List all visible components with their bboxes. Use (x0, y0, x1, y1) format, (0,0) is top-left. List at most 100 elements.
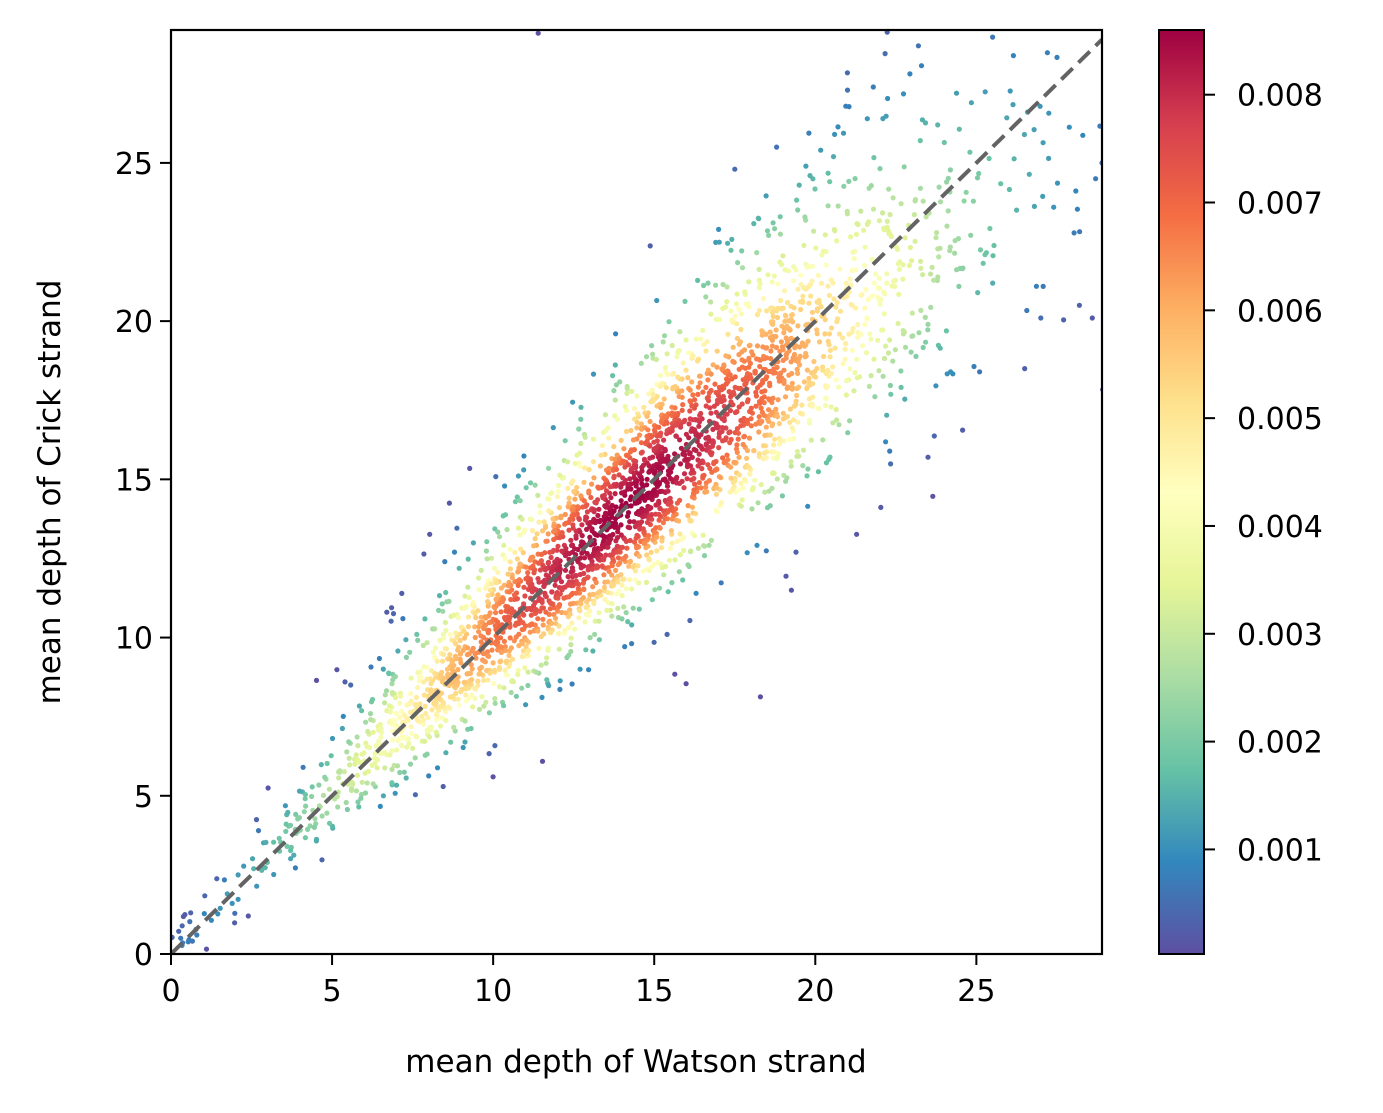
scatter-point (556, 602, 562, 608)
scatter-point (869, 256, 875, 262)
scatter-point (734, 321, 740, 327)
scatter-point (854, 221, 860, 227)
scatter-point (508, 596, 514, 603)
scatter-point (615, 548, 621, 554)
scatter-point (741, 434, 747, 440)
scatter-point (539, 599, 545, 606)
scatter-point (802, 214, 808, 220)
scatter-point (562, 511, 568, 518)
scatter-point (809, 309, 816, 315)
scatter-point (769, 485, 775, 491)
scatter-point (738, 480, 744, 486)
scatter-point (775, 281, 781, 287)
scatter-point (447, 631, 453, 638)
scatter-point (455, 666, 461, 673)
scatter-point (475, 678, 481, 684)
scatter-point (640, 568, 646, 574)
scatter-point (271, 839, 277, 845)
scatter-point (705, 367, 711, 373)
scatter-point (760, 443, 767, 449)
scatter-point (736, 472, 742, 478)
scatter-point (537, 567, 544, 573)
scatter-point (738, 326, 744, 333)
scatter-point (283, 821, 289, 827)
scatter-point (858, 208, 864, 214)
scatter-point (578, 404, 584, 410)
scatter-point (832, 345, 838, 351)
scatter-point (627, 577, 633, 583)
scatter-point (492, 623, 498, 629)
scatter-point (816, 406, 822, 412)
scatter-point (487, 587, 494, 593)
scatter-point (617, 379, 623, 385)
scatter-point (533, 607, 539, 613)
scatter-point (194, 932, 200, 938)
scatter-point (570, 568, 576, 574)
scatter-point (539, 605, 545, 611)
scatter-point (389, 780, 395, 786)
scatter-point (851, 256, 857, 262)
scatter-point (595, 512, 601, 519)
scatter-point (624, 513, 631, 519)
scatter-point (643, 579, 650, 586)
scatter-point (672, 671, 678, 677)
scatter-point (356, 804, 362, 810)
scatter-point (404, 702, 410, 708)
scatter-point (890, 195, 896, 201)
scatter-point (812, 186, 818, 192)
scatter-point (572, 460, 578, 467)
scatter-point (592, 499, 598, 505)
scatter-point (383, 688, 390, 694)
scatter-point (708, 537, 715, 544)
scatter-point (254, 883, 260, 889)
scatter-point (516, 565, 522, 571)
scatter-point (843, 280, 849, 286)
scatter-point (821, 353, 827, 360)
scatter-point (287, 822, 294, 828)
scatter-point (900, 21, 905, 26)
scatter-point (578, 601, 584, 607)
scatter-point (758, 482, 764, 488)
scatter-point (704, 339, 710, 345)
scatter-point (805, 503, 811, 509)
scatter-point (676, 393, 682, 400)
scatter-point (800, 447, 807, 453)
scatter-point (801, 284, 807, 291)
scatter-point (569, 542, 575, 549)
scatter-point (828, 404, 834, 410)
scatter-point (696, 451, 702, 457)
scatter-point (354, 772, 361, 779)
scatter-point (520, 550, 526, 556)
scatter-point (601, 533, 607, 539)
scatter-point (427, 531, 433, 537)
scatter-point (539, 551, 545, 558)
scatter-point (214, 876, 220, 882)
scatter-point (573, 590, 579, 596)
scatter-point (894, 246, 901, 252)
scatter-point (701, 282, 707, 289)
scatter-point (854, 375, 860, 381)
scatter-point (825, 383, 831, 389)
scatter-point (807, 417, 813, 423)
scatter-point (458, 660, 464, 666)
scatter-point (319, 813, 325, 819)
scatter-point (592, 618, 598, 624)
scatter-point (606, 465, 612, 471)
scatter-point (936, 184, 942, 190)
scatter-point (568, 537, 574, 543)
scatter-point (572, 496, 578, 502)
scatter-point (570, 525, 576, 531)
scatter-point (907, 244, 914, 251)
scatter-point (712, 381, 718, 387)
scatter-point (603, 503, 609, 509)
scatter-point (900, 328, 906, 334)
scatter-point (201, 911, 207, 917)
scatter-point (840, 130, 847, 136)
scatter-point (788, 587, 795, 593)
scatter-point (885, 95, 891, 102)
scatter-point (638, 440, 645, 446)
scatter-point (794, 448, 801, 455)
scatter-point (789, 312, 795, 318)
scatter-point (782, 267, 788, 273)
scatter-point (473, 615, 479, 621)
